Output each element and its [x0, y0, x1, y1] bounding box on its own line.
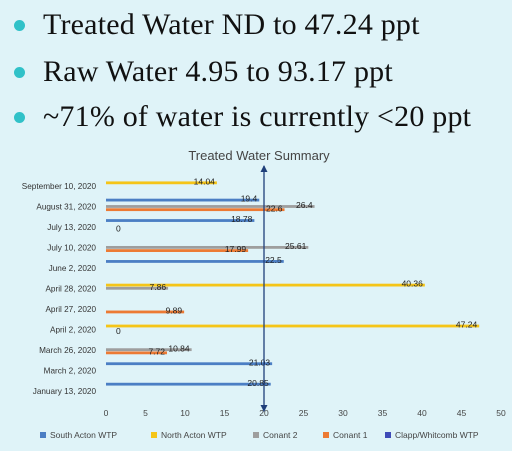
legend-label: Clapp/Whitcomb WTP [395, 430, 479, 440]
bar [106, 260, 284, 263]
category-label: August 31, 2020 [36, 203, 96, 212]
legend-label: North Acton WTP [161, 430, 227, 440]
bullet-item: Treated Water ND to 47.24 ppt [14, 5, 420, 45]
legend-label: Conant 2 [263, 430, 298, 440]
legend-swatch [253, 432, 259, 438]
bullet-dot-icon [14, 19, 25, 31]
bar [106, 283, 425, 287]
category-label: June 2, 2020 [49, 264, 97, 273]
data-label: 9.89 [166, 306, 183, 316]
bullet-item: ~71% of water is currently <20 ppt [14, 97, 471, 137]
data-label: 17.99 [225, 244, 247, 254]
bar [106, 310, 185, 314]
arrow-down-icon [260, 405, 268, 412]
data-label: 40.36 [402, 279, 424, 289]
category-label: July 10, 2020 [47, 244, 96, 253]
category-label: March 26, 2020 [39, 346, 96, 355]
x-tick-label: 50 [496, 408, 506, 418]
category-label: July 13, 2020 [47, 223, 96, 232]
bar [106, 208, 285, 212]
bullet-text: Raw Water 4.95 to 93.17 ppt [43, 55, 393, 88]
data-label: 22.5 [265, 255, 282, 265]
data-label: 7.72 [148, 346, 165, 356]
chart-title: Treated Water Summary [188, 148, 330, 163]
category-label: September 10, 2020 [22, 182, 97, 191]
data-label: 20.85 [247, 378, 269, 388]
data-label: 47.24 [456, 320, 478, 330]
legend-label: South Acton WTP [50, 430, 117, 440]
data-label: 19.4 [241, 194, 258, 204]
bar [106, 181, 217, 185]
arrow-up-icon [260, 165, 268, 172]
bullet-text: ~71% of water is currently <20 ppt [43, 100, 472, 133]
legend-swatch [385, 432, 391, 438]
legend-swatch [40, 432, 46, 438]
data-label: 22.6 [266, 203, 283, 213]
legend-swatch [323, 432, 329, 438]
data-label: 7.86 [150, 282, 167, 292]
bullet-dot-icon [14, 111, 25, 123]
x-tick-label: 40 [417, 408, 427, 418]
bar [106, 205, 315, 208]
bar [106, 362, 273, 366]
bullet-dot-icon [14, 66, 25, 78]
data-label: 26.4 [296, 200, 313, 210]
data-label: 0 [116, 224, 121, 234]
x-tick-label: 35 [378, 408, 388, 418]
x-tick-label: 10 [180, 408, 190, 418]
data-label: 21.03 [249, 357, 271, 367]
bullet-text: Treated Water ND to 47.24 ppt [43, 8, 420, 41]
x-tick-label: 15 [220, 408, 230, 418]
x-tick-label: 25 [299, 408, 309, 418]
bar [106, 245, 309, 249]
bullet-item: Raw Water 4.95 to 93.17 ppt [14, 52, 393, 92]
x-tick-label: 20 [259, 408, 269, 418]
category-label: April 2, 2020 [50, 325, 96, 334]
bar [106, 198, 260, 202]
bar [106, 249, 249, 252]
x-tick-label: 5 [143, 408, 148, 418]
data-label: 25.61 [285, 241, 307, 251]
bar [106, 324, 480, 328]
legend-swatch [151, 432, 157, 438]
bar [106, 382, 271, 386]
bar [106, 351, 167, 355]
category-label: March 2, 2020 [44, 366, 97, 375]
category-label: January 13, 2020 [33, 387, 97, 396]
data-label: 18.78 [231, 214, 253, 224]
x-tick-label: 30 [338, 408, 348, 418]
category-label: April 27, 2020 [45, 305, 96, 314]
data-label: 0 [116, 326, 121, 336]
x-tick-label: 45 [457, 408, 467, 418]
bar [106, 286, 169, 290]
treated-water-chart: Treated Water Summary September 10, 2020 1… [22, 148, 506, 440]
data-label: 14.04 [194, 176, 216, 186]
data-label: 10.84 [168, 343, 190, 353]
category-label: April 28, 2020 [45, 285, 96, 294]
bar [106, 348, 192, 352]
legend-label: Conant 1 [333, 430, 368, 440]
bar [106, 219, 255, 222]
x-tick-label: 0 [104, 408, 109, 418]
